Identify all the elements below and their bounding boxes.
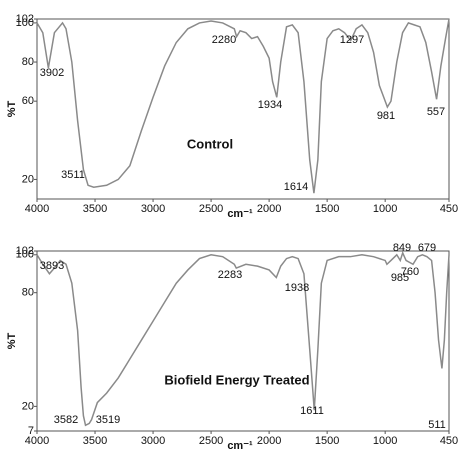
x-tick-label: 1500 <box>315 435 339 447</box>
y-tick-label: 102 <box>16 245 34 257</box>
peak-label: 760 <box>401 266 419 278</box>
x-tick-label: 3500 <box>83 203 107 215</box>
y-tick-label: 20 <box>22 173 34 185</box>
peak-label: 3519 <box>96 414 120 426</box>
peak-label: 1297 <box>340 34 364 46</box>
peak-label: 557 <box>427 106 445 118</box>
x-axis-label: cm⁻¹ <box>227 208 253 220</box>
x-tick-label: 4000 <box>25 435 49 447</box>
x-tick-label: 450 <box>440 435 458 447</box>
y-tick-label: 7 <box>28 425 34 437</box>
x-tick-label: 2500 <box>199 435 223 447</box>
peak-label: 2283 <box>218 269 242 281</box>
x-tick-label: 450 <box>440 203 458 215</box>
y-tick-label: 102 <box>16 13 34 25</box>
y-tick-label: 60 <box>22 95 34 107</box>
x-tick-label: 3000 <box>141 435 165 447</box>
plot-frame <box>36 18 450 200</box>
x-tick-label: 1500 <box>315 203 339 215</box>
x-tick-label: 2000 <box>257 435 281 447</box>
spectrum-line <box>36 250 450 427</box>
peak-label: 981 <box>377 110 395 122</box>
y-tick-label: 100 <box>16 17 34 29</box>
x-tick-label: 2500 <box>199 203 223 215</box>
plot-frame <box>36 250 450 432</box>
x-tick-label: 3000 <box>141 203 165 215</box>
peak-label: 3582 <box>54 414 78 426</box>
chart-title: Control <box>187 136 233 151</box>
peak-label: 3511 <box>61 169 85 181</box>
x-tick-label: 4000 <box>25 203 49 215</box>
spectrum-line <box>36 18 450 194</box>
y-tick-label: 100 <box>16 249 34 261</box>
peak-label: 2280 <box>212 34 236 46</box>
peak-label: 511 <box>428 419 446 431</box>
x-tick-label: 1000 <box>373 203 397 215</box>
peak-label: 3893 <box>40 260 64 272</box>
y-tick-label: 80 <box>22 56 34 68</box>
peak-label: 1611 <box>300 405 324 417</box>
peak-label: 1614 <box>284 181 308 193</box>
chart-title: Biofield Energy Treated <box>164 372 309 387</box>
peak-label: 849 <box>393 242 411 254</box>
peak-label: 679 <box>418 242 436 254</box>
y-tick-label: 80 <box>22 287 34 299</box>
peak-label: 985 <box>391 272 409 284</box>
x-tick-label: 2000 <box>257 203 281 215</box>
peak-label: 1934 <box>258 99 282 111</box>
y-axis-label: %T <box>6 100 18 117</box>
x-tick-label: 3500 <box>83 435 107 447</box>
peak-label: 1938 <box>285 282 309 294</box>
x-tick-label: 1000 <box>373 435 397 447</box>
x-axis-label: cm⁻¹ <box>227 440 253 452</box>
peak-label: 3902 <box>40 67 64 79</box>
y-tick-label: 20 <box>22 400 34 412</box>
y-axis-label: %T <box>6 332 18 349</box>
